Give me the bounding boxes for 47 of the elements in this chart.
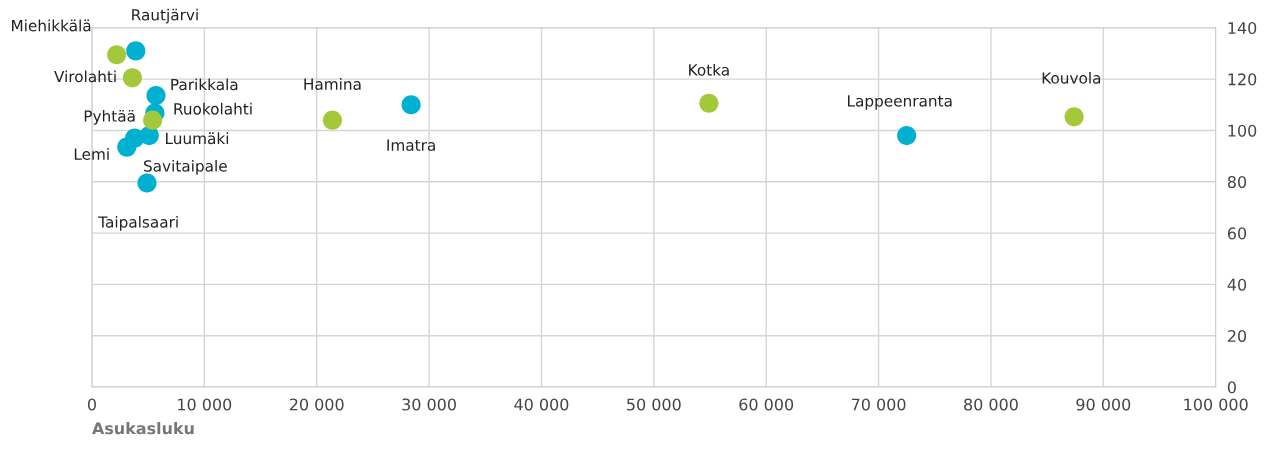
annotation: Miehikkälä bbox=[12, 19, 91, 32]
annotation: Parikkala bbox=[171, 78, 238, 91]
x-axis-title: Asukasluku bbox=[92, 421, 194, 435]
x-tick-label: 60 000 bbox=[739, 398, 794, 411]
point bbox=[699, 93, 719, 113]
point bbox=[146, 85, 166, 106]
y-tick-label: 60 bbox=[1227, 227, 1247, 240]
x-tick-label: 90 000 bbox=[1076, 398, 1131, 411]
point bbox=[126, 41, 146, 61]
x-tick-label: 40 000 bbox=[514, 398, 569, 411]
annotation: Hamina bbox=[304, 78, 361, 90]
point bbox=[137, 173, 157, 193]
point bbox=[322, 110, 342, 130]
point bbox=[122, 68, 142, 88]
annotation: Rautjärvi bbox=[132, 8, 198, 24]
annotation: Imatra bbox=[387, 139, 435, 151]
point bbox=[1064, 107, 1084, 127]
point bbox=[897, 125, 917, 146]
point bbox=[143, 110, 163, 130]
annotation: Savitaipale bbox=[143, 159, 227, 175]
y-tick-label: 120 bbox=[1228, 73, 1257, 86]
x-tick-label: 0 bbox=[87, 398, 96, 411]
point bbox=[107, 45, 127, 65]
point bbox=[117, 137, 137, 157]
annotation: Lemi bbox=[74, 148, 109, 160]
y-tick-label: 0 bbox=[1227, 381, 1236, 394]
y-tick-label: 140 bbox=[1228, 21, 1257, 35]
x-tick-label: 20 000 bbox=[289, 398, 344, 411]
x-tick-label: 100 000 bbox=[1184, 398, 1248, 411]
annotation: Lappeenranta bbox=[848, 95, 952, 110]
annotation: Virolahti bbox=[54, 70, 116, 83]
annotation: Luumäki bbox=[166, 132, 229, 145]
x-tick-label: 80 000 bbox=[964, 398, 1018, 411]
annotation: Pyhtää bbox=[84, 110, 135, 125]
y-tick-label: 20 bbox=[1227, 329, 1247, 343]
x-tick-label: 50 000 bbox=[627, 398, 681, 411]
annotation: Taipalsaari bbox=[98, 215, 178, 231]
y-tick-label: 40 bbox=[1227, 278, 1247, 291]
x-tick-label: 30 000 bbox=[402, 398, 456, 411]
annotation: Kouvola bbox=[1042, 71, 1101, 84]
x-tick-label: 70 000 bbox=[851, 398, 906, 411]
y-tick-label: 80 bbox=[1227, 175, 1247, 189]
y-tick-label: 100 bbox=[1228, 124, 1257, 137]
point bbox=[401, 95, 421, 115]
annotation: Ruokolahti bbox=[174, 102, 252, 115]
x-tick-label: 10 000 bbox=[178, 398, 232, 411]
annotation: Kotka bbox=[689, 63, 729, 76]
